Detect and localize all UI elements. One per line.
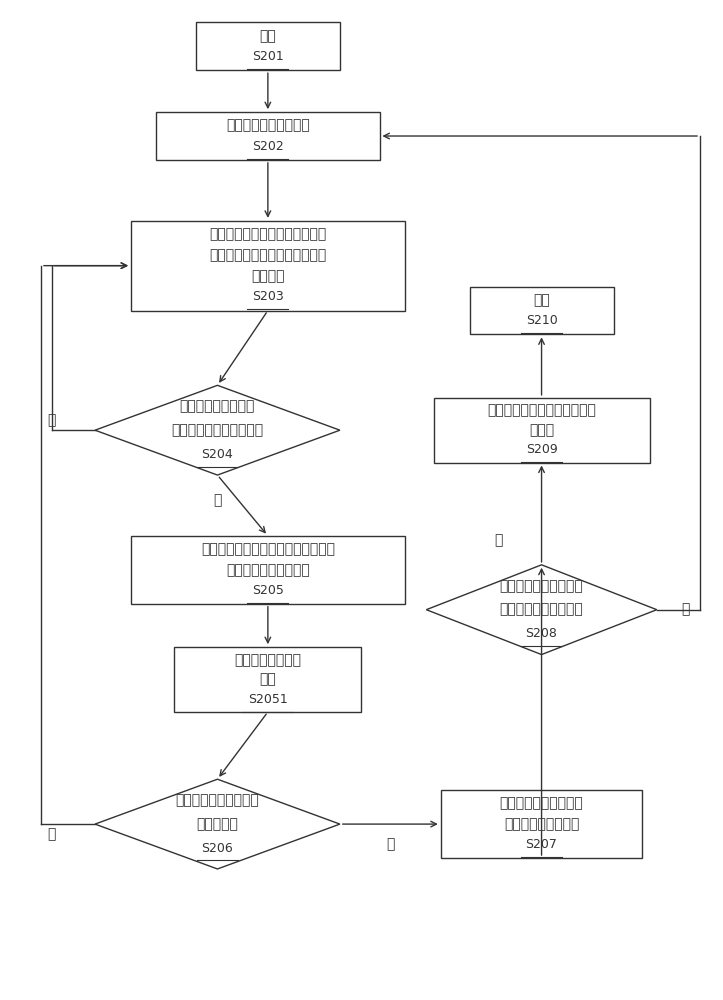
Bar (131, 536, 405, 604)
Text: 计算得到标定底盘: 计算得到标定底盘 (234, 653, 301, 667)
Text: 电机反馈的旋转角度: 电机反馈的旋转角度 (180, 399, 255, 413)
Text: 获取机器人原轴距参数: 获取机器人原轴距参数 (226, 119, 309, 133)
Bar (174, 647, 362, 712)
Text: 标定底盘轴距的平均値作为底: 标定底盘轴距的平均値作为底 (487, 404, 596, 418)
Polygon shape (95, 385, 340, 475)
Text: S203: S203 (252, 290, 283, 303)
Text: 标定底盘轴距的平均値: 标定底盘轴距的平均値 (500, 579, 583, 593)
Text: 是否超过预设的误差値: 是否超过预设的误差値 (500, 603, 583, 617)
Text: 轴距获取次数是否达到: 轴距获取次数是否达到 (176, 793, 260, 807)
Text: S201: S201 (252, 50, 283, 63)
Text: S205: S205 (252, 584, 284, 597)
Bar (131, 221, 405, 311)
Bar (441, 790, 643, 858)
Text: 是: 是 (681, 603, 690, 617)
Text: 以及机器人的旋转角度: 以及机器人的旋转角度 (226, 563, 309, 577)
Bar (469, 287, 614, 334)
Text: 计算机器人的多个的标: 计算机器人的多个的标 (500, 797, 583, 811)
Text: 盘轴距: 盘轴距 (529, 423, 554, 437)
Text: 结束: 结束 (533, 293, 550, 307)
Text: S210: S210 (526, 314, 557, 327)
Text: S204: S204 (202, 448, 234, 461)
Text: 否: 否 (48, 413, 56, 427)
Text: 否: 否 (48, 827, 56, 841)
Text: 预设次数？: 预设次数？ (197, 817, 239, 831)
Text: 轴距: 轴距 (260, 673, 276, 687)
Bar (196, 22, 340, 70)
Text: 是: 是 (213, 493, 222, 507)
Text: S206: S206 (202, 842, 234, 855)
Text: 是否达到预设旋转角度？: 是否达到预设旋转角度？ (171, 423, 263, 437)
Text: S208: S208 (526, 627, 557, 640)
Text: 否: 否 (494, 533, 502, 547)
Text: 控制机器人旋转，获取当前轴距: 控制机器人旋转，获取当前轴距 (209, 227, 327, 241)
Text: 定底盘轴距的平均値: 定底盘轴距的平均値 (504, 817, 579, 831)
Text: 旋转角度: 旋转角度 (251, 269, 285, 283)
Text: 是: 是 (386, 837, 395, 851)
Text: S209: S209 (526, 443, 557, 456)
Polygon shape (427, 565, 656, 655)
Text: 开始: 开始 (260, 29, 276, 43)
Text: S207: S207 (526, 838, 557, 851)
Polygon shape (95, 779, 340, 869)
Text: S2051: S2051 (248, 693, 288, 706)
Bar (434, 398, 649, 463)
Bar (156, 112, 380, 160)
Text: 控制车停止，并记录电机的旋转角度: 控制车停止，并记录电机的旋转角度 (201, 542, 335, 556)
Text: S202: S202 (252, 140, 283, 153)
Text: 下电机的旋转角度以及机器人的: 下电机的旋转角度以及机器人的 (209, 248, 327, 262)
